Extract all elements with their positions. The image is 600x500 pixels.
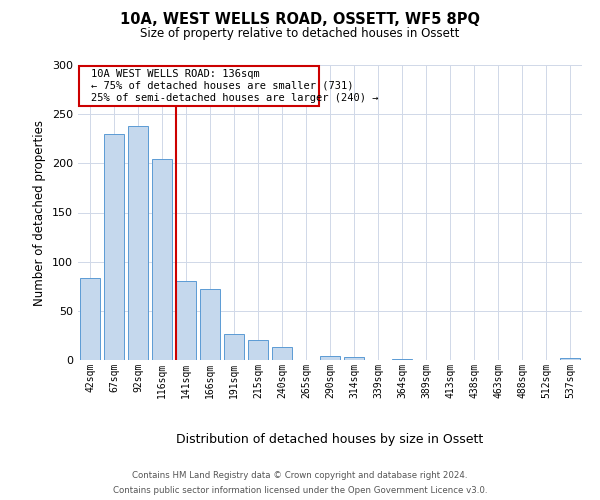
Text: 10A, WEST WELLS ROAD, OSSETT, WF5 8PQ: 10A, WEST WELLS ROAD, OSSETT, WF5 8PQ xyxy=(120,12,480,28)
Bar xyxy=(272,347,292,360)
Text: ← 75% of detached houses are smaller (731): ← 75% of detached houses are smaller (73… xyxy=(91,80,354,90)
Bar xyxy=(104,134,124,360)
Bar xyxy=(80,278,100,360)
Text: 10A WEST WELLS ROAD: 136sqm: 10A WEST WELLS ROAD: 136sqm xyxy=(91,69,260,79)
Text: Contains HM Land Registry data © Crown copyright and database right 2024.: Contains HM Land Registry data © Crown c… xyxy=(132,471,468,480)
Bar xyxy=(128,126,148,360)
Y-axis label: Number of detached properties: Number of detached properties xyxy=(34,120,46,306)
Bar xyxy=(248,340,268,360)
Bar xyxy=(152,160,172,360)
Bar xyxy=(344,357,364,360)
Text: Distribution of detached houses by size in Ossett: Distribution of detached houses by size … xyxy=(176,432,484,446)
Bar xyxy=(320,356,340,360)
Text: Size of property relative to detached houses in Ossett: Size of property relative to detached ho… xyxy=(140,28,460,40)
Text: Contains public sector information licensed under the Open Government Licence v3: Contains public sector information licen… xyxy=(113,486,487,495)
Bar xyxy=(200,289,220,360)
FancyBboxPatch shape xyxy=(79,66,319,106)
Bar xyxy=(224,334,244,360)
Bar xyxy=(560,358,580,360)
Bar xyxy=(176,282,196,360)
Text: 25% of semi-detached houses are larger (240) →: 25% of semi-detached houses are larger (… xyxy=(91,92,379,102)
Bar xyxy=(392,359,412,360)
